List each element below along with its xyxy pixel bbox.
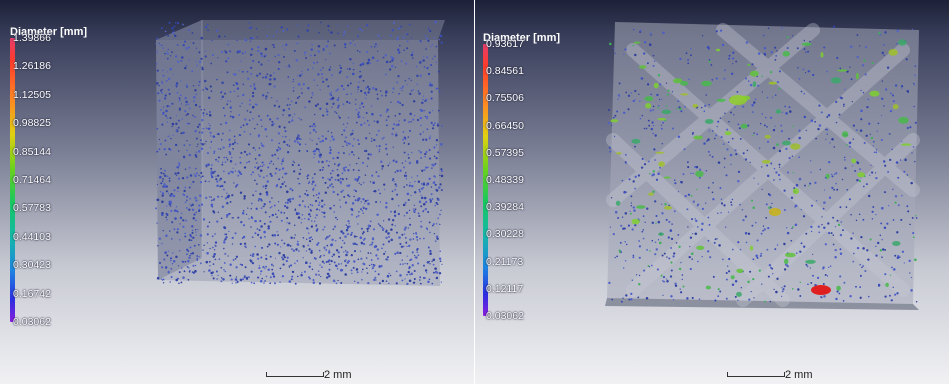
legend-tick-label: 1.26186 — [13, 60, 51, 73]
legend-tick-label: 0.57395 — [486, 146, 524, 159]
scale-bar-label: 2 mm — [785, 369, 813, 381]
legend-tick-label: 0.75506 — [486, 92, 524, 105]
legend-tick-label: 0.44103 — [13, 230, 51, 243]
legend-tick-label: 0.98825 — [13, 117, 51, 130]
legend-tick-label: 0.84561 — [486, 65, 524, 78]
legend-tick-label: 0.21173 — [486, 255, 524, 268]
legend-tick-label: 0.03062 — [486, 310, 524, 322]
legend-tick-label: 0.39284 — [486, 201, 524, 214]
scale-bar-label: 2 mm — [324, 369, 352, 381]
legend-tick-label: 0.03062 — [13, 316, 51, 328]
pore-volume-cube[interactable] — [603, 20, 925, 312]
pore-volume-cube[interactable] — [150, 18, 446, 290]
legend-title: Diameter [mm] — [483, 32, 561, 44]
legend-colorbar — [483, 44, 488, 316]
right-viewport[interactable]: Diameter [mm] 0.93617 0.84561 0.75506 0.664… — [475, 0, 949, 384]
legend-tick-label: 0.16742 — [13, 287, 51, 300]
legend-tick-label: 0.48339 — [486, 174, 524, 186]
legend-tick-label: 0.57783 — [13, 202, 51, 215]
legend-tick-label: 1.12505 — [13, 88, 51, 101]
legend-tick-label: 0.30228 — [486, 228, 524, 241]
legend-tick-label: 0.85144 — [13, 145, 51, 158]
pore-volume-render — [605, 22, 920, 310]
legend-tick-label: 0.71464 — [13, 174, 51, 186]
legend-tick-label: 0.30423 — [13, 259, 51, 272]
legend-colorbar — [10, 38, 15, 322]
scale-bar-line — [266, 372, 324, 377]
legend-tick-label: 0.66450 — [486, 119, 524, 132]
scale-bar-line — [727, 372, 785, 377]
diameter-legend: Diameter [mm] 0.93617 0.84561 0.75506 0.664… — [483, 32, 593, 322]
legend-tick-label: 0.12117 — [486, 282, 524, 295]
left-viewport[interactable]: Diameter [mm] 1.39866 1.26186 1.12505 0.988… — [0, 0, 474, 384]
legend-tick-label: 0.93617 — [486, 38, 524, 50]
legend-title: Diameter [mm] — [10, 26, 88, 38]
legend-tick-label: 1.39866 — [13, 32, 51, 44]
pore-volume-render — [155, 20, 445, 286]
diameter-legend: Diameter [mm] 1.39866 1.26186 1.12505 0.988… — [10, 26, 120, 328]
